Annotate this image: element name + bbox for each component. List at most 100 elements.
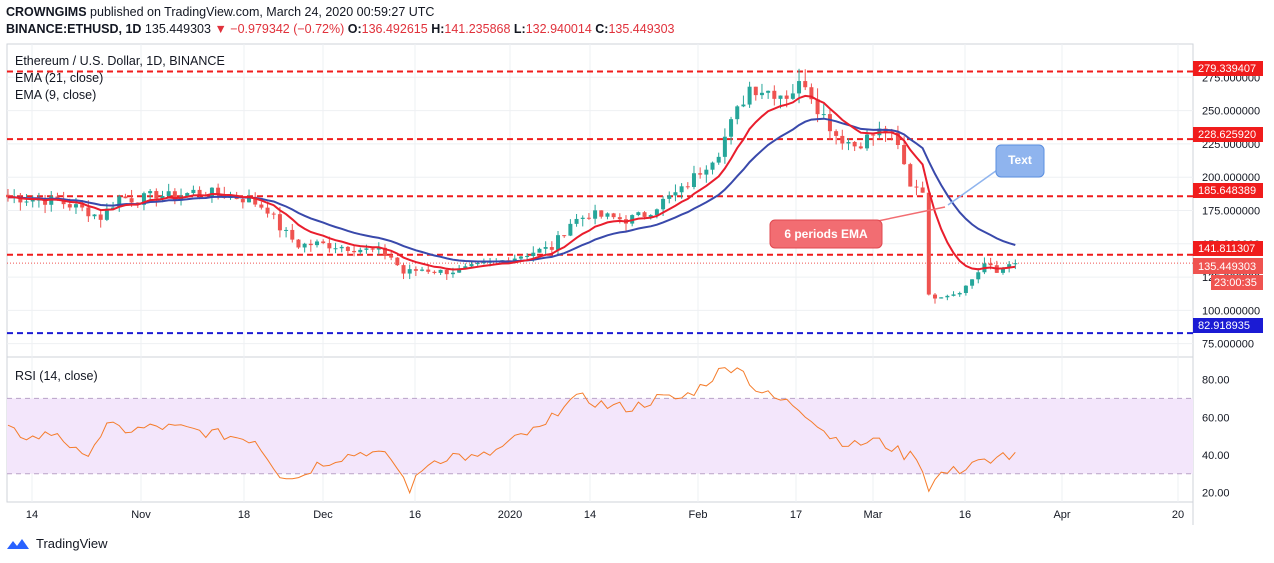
candle-body bbox=[327, 243, 332, 249]
price-tick-label: 175.000000 bbox=[1202, 205, 1260, 217]
candle-body bbox=[395, 257, 400, 266]
candle-body bbox=[970, 279, 975, 286]
candle-body bbox=[80, 204, 85, 208]
publisher-name[interactable]: CROWNGIMS bbox=[6, 5, 87, 19]
ema9-legend[interactable]: EMA (9, close) bbox=[15, 88, 96, 102]
candle-body bbox=[747, 86, 752, 105]
candle-body bbox=[537, 248, 542, 253]
candle-body bbox=[111, 207, 116, 209]
candle-body bbox=[617, 217, 622, 220]
price-tag-current: 135.449303 23:00:35 bbox=[1193, 258, 1263, 290]
candle-body bbox=[642, 212, 647, 217]
candle-body bbox=[98, 214, 103, 220]
candle-body bbox=[976, 272, 981, 280]
text-callout[interactable]: Text bbox=[947, 144, 1045, 206]
candle-body bbox=[376, 247, 381, 250]
price-tick-label: 75.000000 bbox=[1202, 339, 1254, 351]
open-value: 136.492615 bbox=[361, 22, 428, 36]
tradingview-logo-icon bbox=[7, 538, 29, 549]
candle-body bbox=[580, 217, 585, 219]
ema-callout[interactable]: 6 periods EMA bbox=[769, 206, 946, 249]
ema-callout-text: 6 periods EMA bbox=[784, 227, 868, 241]
candle-body bbox=[797, 81, 802, 94]
candle-body bbox=[450, 272, 455, 275]
candle-body bbox=[432, 271, 437, 273]
rsi-line[interactable] bbox=[7, 367, 1016, 495]
time-tick-label: Mar bbox=[864, 509, 883, 521]
candle-body bbox=[469, 264, 474, 267]
candle-body bbox=[586, 217, 591, 219]
price-tag-current-text: 135.449303 bbox=[1198, 261, 1256, 273]
candle-body bbox=[24, 201, 29, 203]
candle-body bbox=[902, 145, 907, 165]
close-label: C: bbox=[595, 22, 609, 36]
candle-body bbox=[420, 269, 425, 271]
candle-body bbox=[722, 136, 727, 157]
candle-body bbox=[809, 87, 814, 100]
open-label: O: bbox=[347, 22, 362, 36]
candle-body bbox=[277, 214, 282, 231]
close-value: 135.449303 bbox=[608, 22, 675, 36]
rsi-legend[interactable]: RSI (14, close) bbox=[15, 369, 98, 383]
candle-body bbox=[284, 229, 289, 231]
time-axis-ticks: 14 Nov 18 Dec 16 2020 14 Feb 17 Mar 16 Apr 20 bbox=[26, 509, 1184, 521]
candle-body bbox=[438, 269, 443, 273]
candle-body bbox=[599, 210, 604, 217]
candle-body bbox=[123, 196, 128, 199]
candle-body bbox=[803, 81, 808, 88]
candle-body bbox=[729, 119, 734, 137]
time-tick-label: 14 bbox=[584, 509, 596, 521]
candle-body bbox=[562, 235, 567, 237]
ohlc-line: BINANCE:ETHUSD, 1D 135.449303 ▼ −0.97934… bbox=[6, 21, 675, 38]
candle-body bbox=[296, 239, 301, 248]
candle-body bbox=[444, 269, 449, 275]
price-tag-r4: 141.811307 bbox=[1193, 241, 1263, 256]
candle-body bbox=[741, 104, 746, 107]
candle-body bbox=[339, 246, 344, 249]
candle-body bbox=[141, 193, 146, 205]
candle-body bbox=[49, 196, 54, 205]
candle-body bbox=[191, 189, 196, 194]
candle-body bbox=[673, 192, 678, 196]
price-tag-r3-text: 185.648389 bbox=[1198, 185, 1256, 197]
series-title: Ethereum / U.S. Dollar, 1D, BINANCE bbox=[15, 54, 225, 68]
publish-line: CROWNGIMS published on TradingView.com, … bbox=[6, 4, 675, 21]
last-price: 135.449303 bbox=[144, 22, 211, 36]
candle-body bbox=[104, 208, 109, 220]
text-callout-box bbox=[995, 144, 1045, 178]
time-tick-label: 18 bbox=[238, 509, 250, 521]
candle-body bbox=[939, 297, 944, 299]
time-tick-label: 16 bbox=[409, 509, 421, 521]
candle-body bbox=[6, 194, 10, 198]
candlesticks bbox=[6, 68, 1018, 304]
candle-body bbox=[185, 193, 190, 197]
candle-body bbox=[481, 262, 486, 264]
candle-body bbox=[475, 263, 480, 265]
candle-body bbox=[858, 146, 863, 149]
candle-body bbox=[216, 187, 221, 195]
candle-body bbox=[988, 263, 993, 266]
text-callout-text: Text bbox=[1008, 153, 1032, 167]
ema21-legend[interactable]: EMA (21, close) bbox=[15, 71, 103, 85]
candle-body bbox=[407, 269, 412, 274]
candle-body bbox=[247, 196, 252, 203]
candle-body bbox=[18, 196, 23, 203]
candle-body bbox=[926, 192, 931, 295]
candle-body bbox=[698, 173, 703, 175]
ema-9-line[interactable] bbox=[7, 94, 1016, 271]
horizontal-levels[interactable] bbox=[7, 70, 1193, 335]
candle-body bbox=[908, 164, 913, 187]
candle-body bbox=[518, 256, 523, 259]
rsi-tick-label: 40.00 bbox=[1202, 450, 1230, 462]
candle-body bbox=[129, 198, 134, 203]
candle-body bbox=[846, 141, 851, 144]
candle-body bbox=[148, 191, 153, 194]
time-tick-label: 17 bbox=[790, 509, 802, 521]
candle-body bbox=[611, 213, 616, 218]
candle-body bbox=[382, 247, 387, 256]
candle-body bbox=[92, 214, 97, 217]
candle-body bbox=[840, 135, 845, 144]
candle-body bbox=[549, 247, 554, 250]
tradingview-footer[interactable]: TradingView bbox=[6, 536, 108, 551]
